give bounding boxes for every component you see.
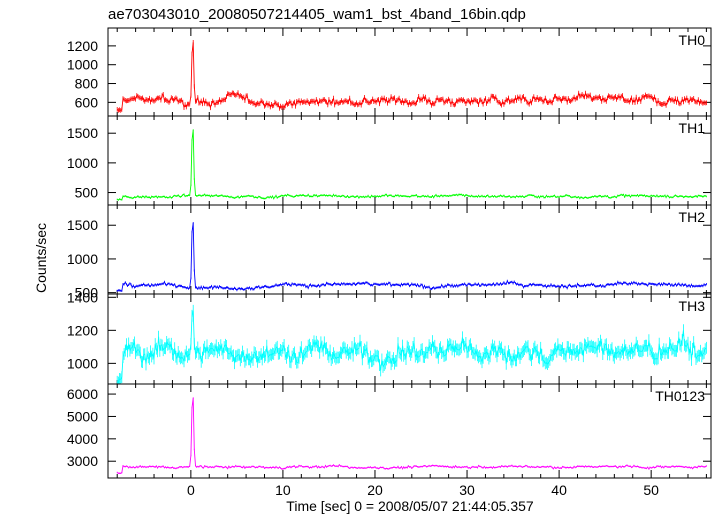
y-tick-label: 3000: [67, 453, 98, 469]
series-errorbars: [116, 304, 707, 384]
x-axis-title: Time [sec] 0 = 2008/05/07 21:44:05.357: [286, 498, 534, 514]
x-tick-label: 30: [459, 482, 475, 498]
series-line: [116, 310, 707, 384]
y-tick-label: 1500: [67, 217, 98, 233]
y-tick-label: 800: [75, 76, 99, 92]
y-tick-label: 1500: [67, 125, 98, 141]
y-tick-label: 500: [75, 285, 99, 301]
panel-frame: [107, 115, 712, 206]
series-line: [117, 223, 707, 292]
series-label: TH0123: [655, 388, 705, 404]
series-th2: [116, 222, 707, 292]
y-axis-title: Counts/sec: [33, 223, 49, 293]
x-tick-label: 10: [275, 482, 291, 498]
x-tick-label: 0: [187, 482, 195, 498]
y-tick-label: 1000: [67, 251, 98, 267]
y-tick-label: 500: [75, 185, 99, 201]
x-tick-label: 20: [367, 482, 383, 498]
panel-frame: [107, 383, 712, 479]
y-tick-label: 1200: [67, 322, 98, 338]
series-label: TH1: [679, 120, 706, 136]
y-tick-label: 5000: [67, 408, 98, 424]
panel-th2: 500 1000 1500 TH2: [67, 204, 712, 301]
series-line: [116, 42, 707, 112]
series-label: TH0: [679, 32, 706, 48]
series-th3: [116, 304, 707, 384]
series-errorbars: [116, 129, 707, 201]
chart-title: ae703043010_20080507214405_wam1_bst_4ban…: [108, 6, 526, 23]
y-tick-label: 1000: [67, 155, 98, 171]
panel-th0123: 3000 4000 5000 6000 TH0123: [67, 383, 712, 479]
series-errorbars: [116, 397, 707, 474]
series-label: TH3: [679, 298, 706, 314]
y-tick-label: 1000: [67, 355, 98, 371]
series-th0: [116, 40, 707, 113]
y-tick-label: 1400: [67, 289, 98, 305]
panel-th3: 1000 1200 1400 TH3: [67, 289, 712, 385]
y-tick-label: 1000: [67, 57, 98, 73]
series-line: [116, 129, 707, 201]
y-tick-label: 600: [75, 94, 99, 110]
panel-frame: [107, 204, 712, 295]
x-tick-label: 50: [643, 482, 659, 498]
series-th0123: [116, 397, 707, 474]
series-th1: [116, 129, 707, 201]
panel-th0: 600 800 1000 1200 TH0: [67, 27, 712, 117]
series-line: [116, 397, 707, 474]
x-tick-label: 40: [551, 482, 567, 498]
y-tick-label: 1200: [67, 38, 98, 54]
y-tick-label: 6000: [67, 386, 98, 402]
panel-frame: [107, 293, 712, 385]
panel-th1: 500 1000 1500 TH1: [67, 115, 712, 206]
series-label: TH2: [679, 209, 706, 225]
y-tick-label: 4000: [67, 431, 98, 447]
